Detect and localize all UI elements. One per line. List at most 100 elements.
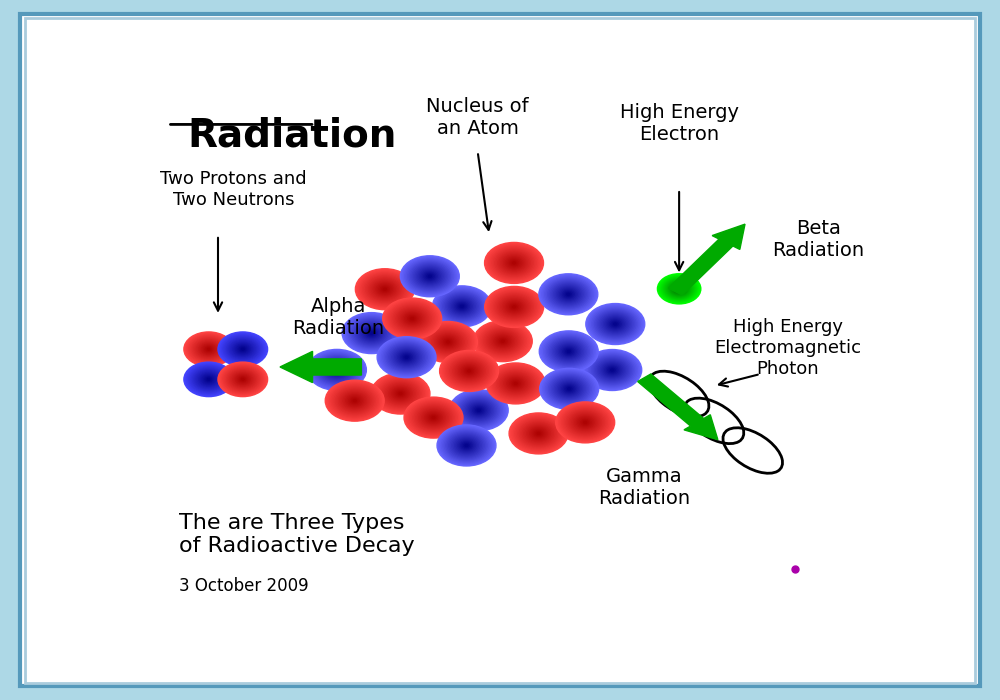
Circle shape — [452, 299, 472, 314]
Circle shape — [186, 364, 231, 395]
Circle shape — [598, 312, 633, 336]
Circle shape — [369, 278, 401, 300]
Circle shape — [227, 368, 259, 391]
Circle shape — [565, 386, 574, 392]
Circle shape — [443, 429, 490, 462]
Circle shape — [386, 300, 439, 337]
Circle shape — [510, 260, 518, 266]
Circle shape — [399, 309, 425, 328]
Circle shape — [380, 286, 389, 293]
Circle shape — [501, 340, 504, 342]
Circle shape — [459, 364, 479, 378]
Circle shape — [546, 372, 593, 405]
Circle shape — [669, 282, 689, 295]
Circle shape — [421, 270, 439, 282]
Circle shape — [462, 366, 476, 376]
Circle shape — [334, 368, 340, 372]
Circle shape — [369, 331, 375, 335]
Circle shape — [495, 369, 536, 398]
Circle shape — [204, 376, 214, 383]
Circle shape — [670, 283, 688, 295]
Circle shape — [370, 279, 400, 300]
Circle shape — [318, 356, 356, 383]
Circle shape — [491, 333, 515, 349]
FancyArrow shape — [668, 224, 745, 295]
Circle shape — [403, 312, 421, 325]
Circle shape — [453, 300, 471, 312]
Circle shape — [310, 351, 363, 388]
Circle shape — [409, 316, 415, 321]
Circle shape — [434, 287, 490, 326]
Circle shape — [389, 302, 436, 335]
Circle shape — [600, 362, 624, 378]
Circle shape — [504, 300, 524, 314]
Circle shape — [660, 275, 699, 302]
Circle shape — [397, 308, 427, 329]
Circle shape — [364, 275, 405, 304]
Circle shape — [202, 345, 215, 354]
Circle shape — [384, 382, 417, 405]
Circle shape — [455, 438, 478, 454]
Circle shape — [563, 407, 607, 438]
Circle shape — [330, 384, 380, 418]
Circle shape — [507, 258, 521, 268]
Circle shape — [558, 287, 579, 302]
Circle shape — [219, 363, 266, 395]
Circle shape — [464, 400, 493, 421]
Circle shape — [443, 353, 496, 389]
Circle shape — [363, 327, 380, 340]
Circle shape — [553, 377, 585, 400]
Circle shape — [544, 372, 594, 406]
Circle shape — [395, 389, 406, 398]
FancyArrow shape — [638, 374, 718, 440]
Circle shape — [393, 348, 420, 366]
Circle shape — [429, 329, 467, 356]
Circle shape — [405, 314, 420, 323]
Circle shape — [489, 365, 542, 402]
Circle shape — [473, 321, 532, 362]
Circle shape — [557, 286, 580, 302]
Circle shape — [462, 442, 471, 449]
Circle shape — [420, 269, 440, 284]
Circle shape — [496, 295, 532, 319]
Circle shape — [387, 301, 437, 336]
Circle shape — [237, 375, 249, 384]
Circle shape — [389, 345, 424, 370]
Circle shape — [390, 346, 423, 368]
Circle shape — [492, 367, 539, 400]
Circle shape — [486, 363, 545, 404]
Circle shape — [411, 263, 449, 290]
Circle shape — [335, 369, 338, 371]
Circle shape — [505, 257, 523, 269]
Circle shape — [614, 323, 617, 325]
Circle shape — [677, 287, 681, 290]
Circle shape — [206, 347, 211, 351]
Circle shape — [584, 421, 587, 424]
Circle shape — [425, 273, 434, 279]
Circle shape — [675, 286, 683, 292]
Circle shape — [333, 385, 377, 416]
Circle shape — [238, 376, 248, 383]
Circle shape — [432, 286, 491, 327]
Circle shape — [199, 372, 219, 386]
Circle shape — [485, 242, 543, 284]
Circle shape — [228, 339, 258, 360]
Circle shape — [595, 309, 636, 338]
Circle shape — [592, 356, 633, 384]
Circle shape — [437, 425, 496, 466]
Circle shape — [515, 417, 562, 450]
Circle shape — [453, 436, 480, 455]
Circle shape — [422, 271, 437, 281]
Circle shape — [566, 387, 572, 391]
Circle shape — [498, 252, 530, 274]
Circle shape — [357, 323, 386, 343]
Circle shape — [563, 385, 575, 393]
Circle shape — [445, 340, 451, 344]
Circle shape — [482, 327, 523, 356]
Circle shape — [668, 281, 690, 296]
Circle shape — [343, 393, 366, 409]
Circle shape — [501, 298, 527, 316]
Circle shape — [494, 335, 512, 347]
Circle shape — [194, 369, 224, 390]
Circle shape — [364, 328, 379, 338]
